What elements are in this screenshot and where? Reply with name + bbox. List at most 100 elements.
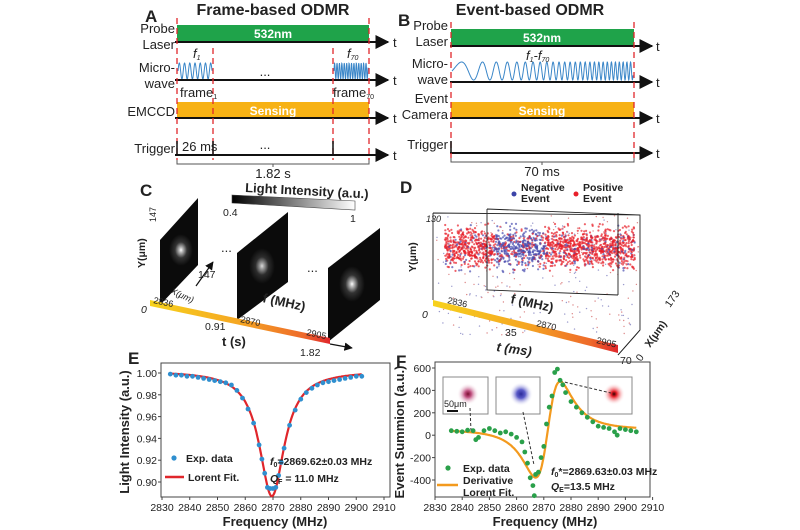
event-point bbox=[594, 249, 597, 252]
event-point bbox=[558, 254, 561, 257]
event-point bbox=[557, 242, 560, 245]
event-point bbox=[560, 234, 564, 237]
event-point bbox=[464, 245, 466, 247]
event-point bbox=[452, 297, 455, 299]
event-point bbox=[512, 237, 516, 240]
event-point bbox=[587, 261, 590, 264]
event-point bbox=[523, 239, 526, 242]
data-point bbox=[201, 376, 207, 381]
event-point bbox=[532, 222, 534, 224]
axis-t: t bbox=[656, 75, 660, 90]
event-point bbox=[501, 255, 504, 258]
event-point bbox=[508, 256, 511, 259]
event-point bbox=[497, 285, 499, 287]
event-point bbox=[629, 324, 632, 326]
event-point bbox=[588, 253, 591, 257]
fluorescence-spot bbox=[249, 248, 275, 284]
event-point bbox=[444, 229, 447, 232]
event-point bbox=[515, 246, 518, 249]
event-point bbox=[606, 252, 609, 255]
data-point bbox=[492, 428, 498, 434]
data-point bbox=[595, 423, 601, 429]
event-point bbox=[594, 259, 597, 262]
event-point bbox=[598, 257, 601, 260]
event-point bbox=[527, 258, 531, 261]
event-point bbox=[579, 243, 582, 246]
data-point bbox=[617, 426, 623, 431]
event-point bbox=[459, 249, 462, 252]
event-point bbox=[474, 238, 477, 241]
event-point bbox=[507, 262, 510, 266]
event-point bbox=[567, 234, 570, 237]
event-point bbox=[625, 254, 628, 257]
event-point bbox=[448, 248, 451, 251]
event-point bbox=[492, 239, 495, 242]
event-point bbox=[479, 258, 482, 261]
event-point bbox=[590, 310, 592, 312]
event-point bbox=[569, 262, 572, 265]
event-point bbox=[478, 325, 481, 327]
event-point bbox=[598, 222, 601, 226]
event-point bbox=[473, 283, 475, 286]
event-point bbox=[521, 249, 525, 252]
event-point bbox=[628, 229, 630, 231]
event-point bbox=[551, 327, 554, 329]
event-point bbox=[454, 261, 458, 264]
event-point bbox=[464, 281, 466, 284]
event-point bbox=[528, 229, 531, 232]
event-point bbox=[603, 256, 606, 259]
event-point bbox=[628, 248, 631, 251]
event-point bbox=[480, 243, 483, 246]
event-point bbox=[498, 260, 501, 263]
y-axis-label: Light Intensity (a.u.) bbox=[117, 370, 132, 494]
event-point bbox=[573, 328, 576, 330]
event-point bbox=[503, 260, 506, 263]
t-axis-label: t (s) bbox=[222, 334, 246, 349]
event-point bbox=[620, 260, 624, 263]
event-point bbox=[444, 223, 447, 227]
event-point bbox=[575, 250, 577, 253]
event-point bbox=[547, 241, 550, 244]
event-point bbox=[604, 230, 607, 233]
event-point bbox=[466, 232, 469, 235]
event-point bbox=[463, 250, 466, 253]
event-point bbox=[625, 226, 628, 229]
event-point bbox=[570, 247, 573, 250]
event-point bbox=[583, 223, 587, 226]
event-point bbox=[513, 251, 516, 254]
event-point bbox=[448, 253, 451, 256]
event-point bbox=[589, 234, 593, 237]
data-point bbox=[229, 382, 234, 388]
event-point bbox=[481, 296, 483, 299]
event-point bbox=[487, 261, 491, 264]
exp-data-points bbox=[448, 366, 639, 499]
event-point bbox=[524, 330, 526, 332]
event-point bbox=[501, 282, 503, 284]
event-point bbox=[559, 247, 563, 250]
event-point bbox=[511, 304, 514, 306]
event-point bbox=[555, 260, 558, 263]
event-point bbox=[627, 234, 630, 237]
event-point bbox=[507, 252, 510, 255]
event-point bbox=[551, 235, 554, 238]
data-point bbox=[234, 388, 240, 393]
event-point bbox=[592, 243, 594, 245]
event-point bbox=[610, 245, 613, 248]
data-point bbox=[563, 390, 568, 395]
total-time: 1.82 s bbox=[255, 166, 291, 181]
event-point bbox=[517, 242, 520, 245]
event-point bbox=[619, 319, 621, 321]
event-point bbox=[631, 240, 635, 243]
event-point bbox=[486, 332, 488, 334]
event-point bbox=[530, 225, 532, 227]
event-point bbox=[518, 237, 521, 240]
event-point bbox=[582, 236, 585, 239]
data-point bbox=[497, 430, 503, 436]
event-point bbox=[521, 263, 524, 266]
y-axis-label: Event Summion (a.u.) bbox=[392, 366, 407, 499]
event-point bbox=[476, 262, 479, 266]
f-tick: 2870 bbox=[240, 314, 262, 328]
event-point bbox=[498, 252, 501, 255]
data-point bbox=[298, 396, 304, 402]
event-point bbox=[540, 250, 543, 253]
